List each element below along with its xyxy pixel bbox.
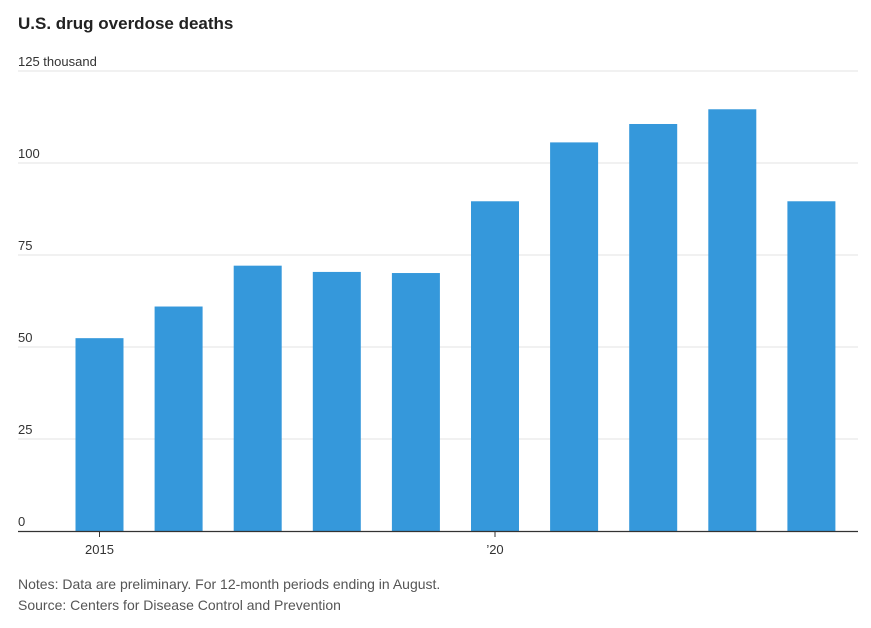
source-text: Source: Centers for Disease Control and … [18,597,341,613]
y-tick-label-50: 50 [18,330,32,345]
bar-2020 [471,201,519,531]
bar-2024 [787,201,836,531]
bar-2018 [312,271,361,531]
notes-text: Notes: Data are preliminary. For 12-mont… [18,576,441,592]
bar-2023 [708,109,757,531]
x-axis [18,530,858,537]
bar-2019 [391,273,440,531]
y-tick-label-25: 25 [18,422,32,437]
bar-chart: 0 25 50 75 100 125 thousand 2015 ’20 [18,54,858,557]
bars [75,109,836,531]
x-tick-label-2015: 2015 [85,542,114,557]
footnotes: Notes: Data are preliminary. For 12-mont… [18,574,440,616]
bar-2015 [75,338,124,531]
bar-2021 [550,142,599,531]
chart-title: U.S. drug overdose deaths [18,14,234,33]
y-tick-label-75: 75 [18,238,32,253]
bar-2017 [233,265,282,531]
bar-2016 [154,306,203,531]
bar-2022 [629,123,678,531]
tick-labels: 0 25 50 75 100 125 thousand 2015 ’20 [18,54,504,557]
y-tick-label-100: 100 [18,146,40,161]
y-tick-label-125: 125 thousand [18,54,97,69]
y-tick-label-0: 0 [18,514,25,529]
x-tick-label-2020: ’20 [486,542,503,557]
